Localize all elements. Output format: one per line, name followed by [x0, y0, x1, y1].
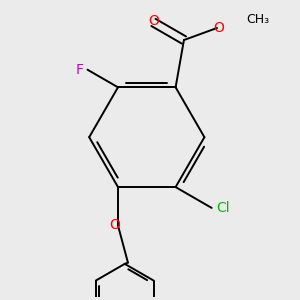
Text: O: O — [110, 218, 120, 233]
Text: CH₃: CH₃ — [246, 13, 269, 26]
Text: O: O — [213, 21, 224, 35]
Text: F: F — [75, 63, 83, 77]
Text: Cl: Cl — [216, 201, 230, 215]
Text: O: O — [148, 14, 159, 28]
